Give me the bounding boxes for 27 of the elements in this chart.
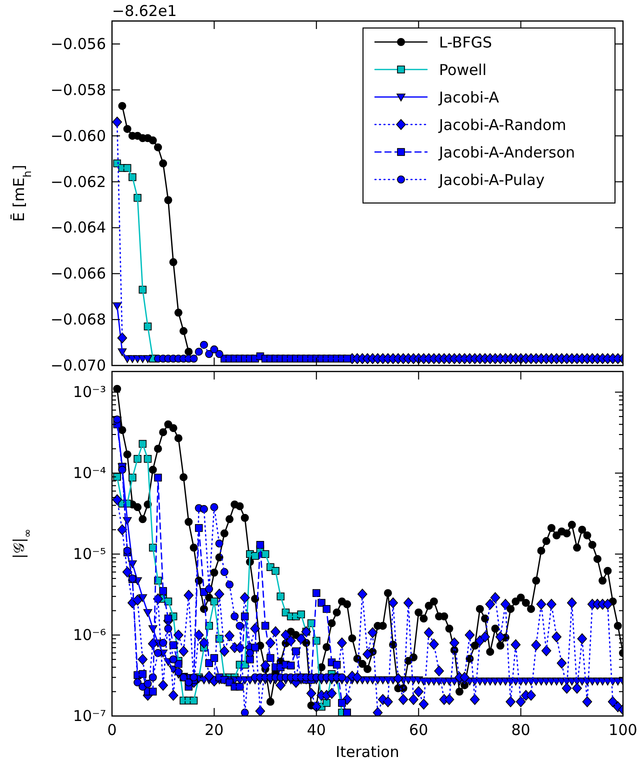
- x-tick-label: 20: [204, 721, 224, 739]
- x-tick-label: 80: [511, 721, 530, 739]
- y-tick-label: −0.070: [50, 356, 106, 374]
- x-tick-label: 60: [409, 721, 428, 739]
- y-tick-label: −0.068: [50, 310, 106, 329]
- legend-label: L-BFGS: [439, 34, 492, 52]
- y-tick-label: 10⁻⁷: [72, 707, 106, 725]
- legend-label: Jacobi-A-Anderson: [438, 144, 576, 162]
- x-tick-label: 100: [608, 721, 638, 739]
- legend-label: Jacobi-A-Random: [438, 116, 566, 134]
- y-tick-label: 10⁻³: [72, 383, 106, 402]
- y-tick-label: −0.056: [50, 34, 106, 53]
- legend-label: Jacobi-A-Pulay: [438, 171, 545, 189]
- y-tick-label: 10⁻⁴: [72, 464, 106, 482]
- y-tick-label: −0.060: [50, 126, 106, 145]
- x-axis-title: Iteration: [336, 743, 400, 761]
- legend-label: Jacobi-A: [438, 88, 500, 106]
- text: −8.62e1: [112, 2, 177, 20]
- x-tick-label: 40: [306, 721, 326, 739]
- y-tick-label: 10⁻⁶: [72, 626, 106, 644]
- y-tick-label: −0.066: [50, 264, 106, 283]
- y-tick-label: −0.064: [50, 218, 106, 237]
- y-tick-label: −0.058: [50, 80, 106, 99]
- y-tick-label: 10⁻⁵: [72, 545, 106, 564]
- legend-label: Powell: [439, 61, 487, 79]
- x-tick-label: 0: [107, 721, 117, 739]
- y-tick-label: −0.062: [50, 172, 106, 191]
